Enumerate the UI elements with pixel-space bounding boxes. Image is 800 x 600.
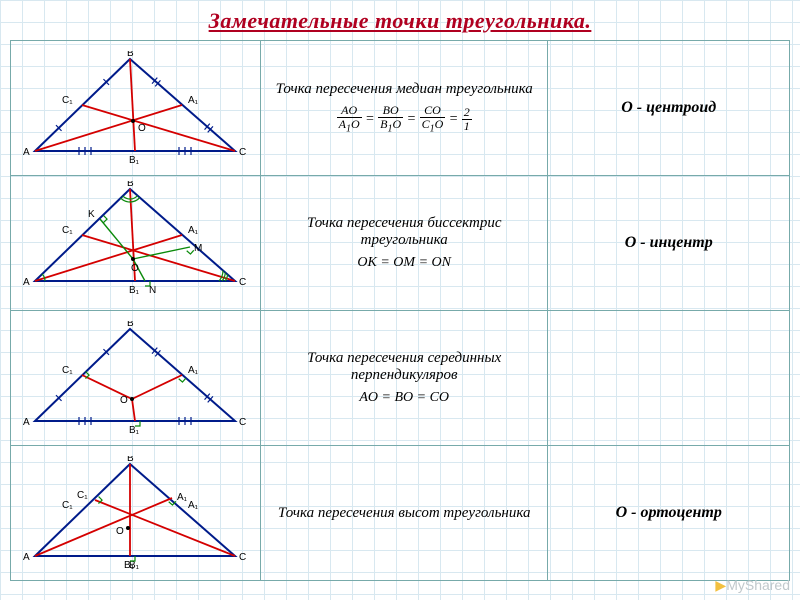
circumcenter-formula: AO = BO = CO xyxy=(267,390,541,406)
svg-text:C₁: C₁ xyxy=(77,490,88,501)
name-prefix: О - xyxy=(621,99,646,116)
watermark: ▶MyShared xyxy=(715,577,790,594)
desc-text: Точка пересечения серединных перпендикул… xyxy=(307,350,501,383)
circumcenter-diagram: A B C A₁ B₁ C₁ O xyxy=(20,321,250,436)
svg-text:C: C xyxy=(239,147,246,158)
svg-text:B: B xyxy=(127,321,134,329)
table-row: A B C A₁ B₁ C₁ O Точка пересечения серединных … xyxy=(11,311,790,446)
svg-text:A₁: A₁ xyxy=(188,225,199,236)
svg-text:A: A xyxy=(23,147,30,158)
svg-text:M: M xyxy=(194,243,202,254)
svg-text:A₁: A₁ xyxy=(188,365,199,376)
svg-text:O: O xyxy=(116,526,124,537)
desc-cell: Точка пересечения медиан треугольника AO… xyxy=(260,41,547,176)
svg-text:B₁: B₁ xyxy=(129,155,140,166)
svg-text:B₁: B₁ xyxy=(124,560,135,571)
svg-text:A₁: A₁ xyxy=(188,500,199,511)
diagram-cell-centroid: A B C A₁ B₁ C₁ O xyxy=(11,41,261,176)
table-row: ABCA₁B₁C₁OA₁B₁C₁ Точка пересечения высот… xyxy=(11,446,790,581)
svg-text:A: A xyxy=(23,277,30,288)
main-table: A B C A₁ B₁ C₁ O Точка пересечения медиан треу… xyxy=(10,40,790,581)
diagram-cell-orthocenter: ABCA₁B₁C₁OA₁B₁C₁ xyxy=(11,446,261,581)
svg-text:O: O xyxy=(120,395,128,406)
svg-text:B₁: B₁ xyxy=(129,285,140,296)
svg-text:B: B xyxy=(127,181,134,189)
name-cell: О - центроид xyxy=(548,41,790,176)
svg-text:B: B xyxy=(127,51,134,59)
desc-cell: Точка пересечения высот треугольника xyxy=(260,446,547,581)
centroid-diagram: A B C A₁ B₁ C₁ O xyxy=(20,51,250,166)
point-name: ортоцентр xyxy=(640,504,721,521)
svg-text:C: C xyxy=(239,417,246,428)
desc-cell: Точка пересечения серединных перпендикул… xyxy=(260,311,547,446)
name-cell xyxy=(548,311,790,446)
desc-text: Точка пересечения высот треугольника xyxy=(278,505,531,521)
svg-text:A₁: A₁ xyxy=(177,492,188,503)
svg-text:B₁: B₁ xyxy=(129,425,140,436)
svg-text:A: A xyxy=(23,552,30,563)
svg-text:C: C xyxy=(239,552,246,563)
orthocenter-diagram: ABCA₁B₁C₁OA₁B₁C₁ xyxy=(20,456,250,571)
point-name: инцентр xyxy=(650,234,713,251)
centroid-formula: AOA1O = BOB1O = COC1O = 21 xyxy=(267,104,541,134)
svg-text:O: O xyxy=(138,123,146,134)
name-cell: О - ортоцентр xyxy=(548,446,790,581)
svg-text:C₁: C₁ xyxy=(62,95,73,106)
diagram-cell-circumcenter: A B C A₁ B₁ C₁ O xyxy=(11,311,261,446)
name-cell: О - инцентр xyxy=(548,176,790,311)
svg-text:O: O xyxy=(131,263,139,274)
svg-text:C₁: C₁ xyxy=(62,500,73,511)
point-name: центроид xyxy=(646,99,716,116)
name-prefix: О - xyxy=(616,504,641,521)
incenter-formula: OK = OM = ON xyxy=(267,255,541,271)
svg-text:C₁: C₁ xyxy=(62,365,73,376)
name-prefix: О - xyxy=(625,234,650,251)
desc-text: Точка пересечения медиан треугольника xyxy=(276,81,533,97)
page-title: Замечательные точки треугольника. xyxy=(0,0,800,40)
svg-text:C₁: C₁ xyxy=(62,225,73,236)
play-icon: ▶ xyxy=(715,577,726,593)
desc-text: Точка пересечения биссектрис треугольник… xyxy=(307,215,502,248)
svg-text:A: A xyxy=(23,417,30,428)
table-row: A B C A₁ B₁ C₁ O K M N Точка пересечения биссектр… xyxy=(11,176,790,311)
svg-text:B: B xyxy=(127,456,134,464)
diagram-cell-incenter: A B C A₁ B₁ C₁ O K M N xyxy=(11,176,261,311)
svg-text:C: C xyxy=(239,277,246,288)
watermark-text: MyShared xyxy=(726,577,790,593)
svg-text:N: N xyxy=(149,285,156,296)
desc-cell: Точка пересечения биссектрис треугольник… xyxy=(260,176,547,311)
svg-text:A₁: A₁ xyxy=(188,95,199,106)
table-row: A B C A₁ B₁ C₁ O Точка пересечения медиан треу… xyxy=(11,41,790,176)
incenter-diagram: A B C A₁ B₁ C₁ O K M N xyxy=(20,181,250,306)
svg-text:K: K xyxy=(88,209,95,220)
page: Замечательные точки треугольника. A B C A₁ B… xyxy=(0,0,800,600)
